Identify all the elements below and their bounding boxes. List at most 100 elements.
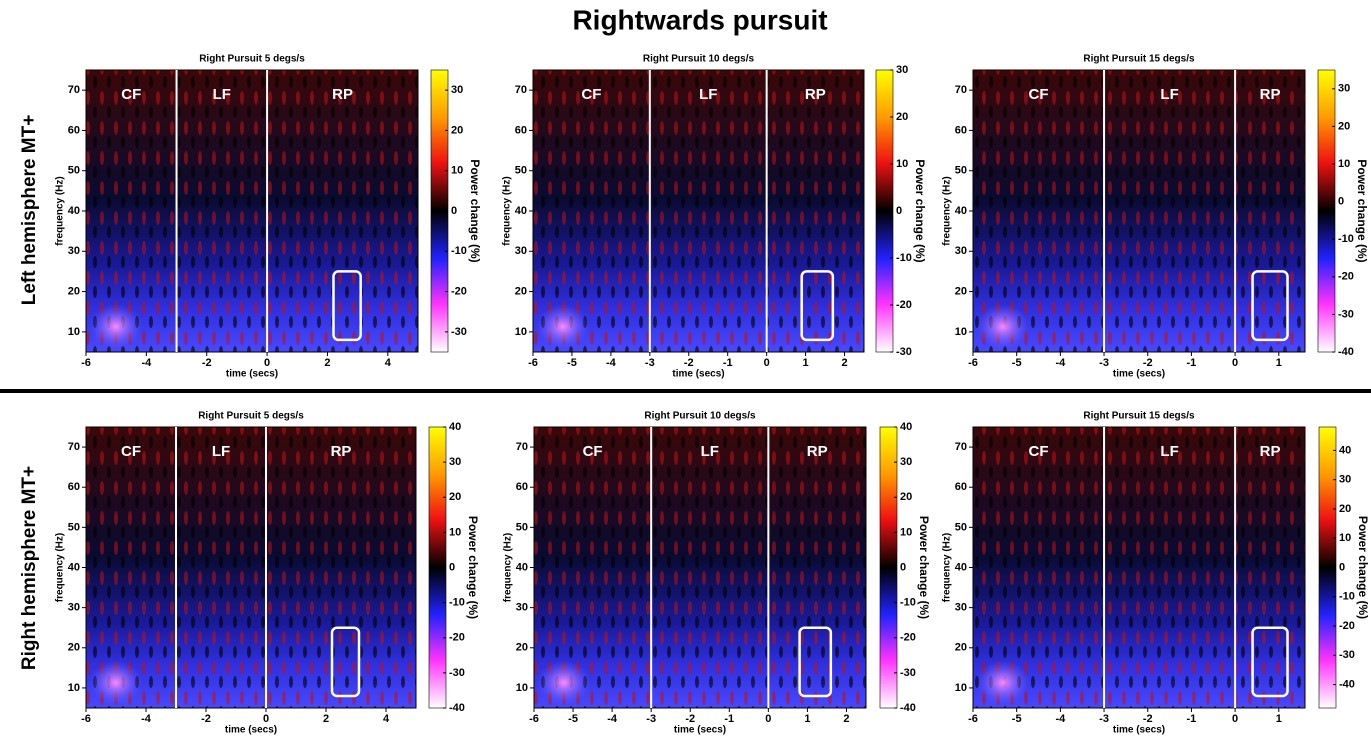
colorbar-tick-label: -40 <box>449 702 465 714</box>
y-tick-label: 30 <box>955 602 967 614</box>
colorbar-tick-label: -40 <box>900 702 916 714</box>
x-tick-label: -2 <box>201 713 211 725</box>
epoch-label: CF <box>1029 443 1049 460</box>
x-axis-label: time (secs) <box>674 725 726 736</box>
y-axis-label: frequency (Hz) <box>942 533 953 602</box>
y-tick-label: 40 <box>516 561 528 573</box>
heatmap-texture <box>973 70 1305 352</box>
y-tick-label: 30 <box>516 602 528 614</box>
x-axis-label: time (secs) <box>226 369 278 380</box>
colorbar-tick-label: -40 <box>1338 346 1354 358</box>
epoch-label: RP <box>331 443 352 460</box>
x-tick-label: -2 <box>685 713 695 725</box>
colorbar-tick-label: 20 <box>449 491 461 503</box>
panel-title: Right Pursuit 10 degs/s <box>644 411 756 422</box>
heatmap-hotspot <box>976 304 1030 350</box>
colorbar-tick-label: -20 <box>900 632 916 644</box>
epoch-label: RP <box>807 443 828 460</box>
colorbar-tick-label: 20 <box>1338 120 1350 132</box>
colorbar-label: Power change (%) <box>913 159 927 262</box>
heatmap-hotspot <box>89 304 143 350</box>
colorbar-tick-label: -30 <box>900 667 916 679</box>
epoch-label: LF <box>1160 443 1178 460</box>
colorbar-tick-label: -10 <box>896 252 912 264</box>
colorbar-tick-label: -10 <box>451 245 467 257</box>
figure-title: Rightwards pursuit <box>572 4 827 35</box>
colorbar-tick-label: -10 <box>900 597 916 609</box>
x-tick-label: 1 <box>804 713 810 725</box>
y-tick-label: 60 <box>516 481 528 493</box>
colorbar-tick-label: 20 <box>1339 503 1351 515</box>
y-tick-label: 20 <box>515 285 527 297</box>
colorbar-tick-label: -30 <box>449 667 465 679</box>
x-tick-label: -6 <box>529 713 539 725</box>
epoch-label: CF <box>121 443 141 460</box>
x-tick-label: -1 <box>1187 357 1197 369</box>
y-tick-label: 10 <box>516 682 528 694</box>
highlight-box <box>800 270 835 342</box>
y-tick-label: 10 <box>515 326 527 338</box>
colorbar-tick-label: -20 <box>451 285 467 297</box>
y-tick-label: 70 <box>955 84 967 96</box>
y-tick-label: 70 <box>516 441 528 453</box>
x-tick-label: -1 <box>1187 713 1197 725</box>
epoch-label: CF <box>581 86 601 103</box>
y-tick-label: 50 <box>516 521 528 533</box>
y-tick-label: 60 <box>68 124 80 136</box>
x-tick-label: 1 <box>803 357 809 369</box>
heatmap-texture <box>973 427 1305 708</box>
colorbar-tick-label: -20 <box>896 299 912 311</box>
x-tick-label: -3 <box>646 713 656 725</box>
epoch-label: LF <box>701 443 719 460</box>
x-tick-label: -3 <box>1099 713 1109 725</box>
colorbar-tick-label: 10 <box>1339 532 1351 544</box>
panel-title: Right Pursuit 5 degs/s <box>199 54 305 65</box>
epoch-label: CF <box>1029 86 1049 103</box>
colorbar-tick-label: 0 <box>449 561 455 573</box>
y-tick-label: 20 <box>68 642 80 654</box>
heatmap-texture <box>86 427 416 708</box>
colorbar-tick-label: -10 <box>1339 591 1355 603</box>
colorbar-label: Power change (%) <box>1355 159 1369 262</box>
y-tick-label: 10 <box>955 326 967 338</box>
x-tick-label: 2 <box>324 357 330 369</box>
colorbar-tick-label: -20 <box>449 632 465 644</box>
x-tick-label: -1 <box>723 357 733 369</box>
colorbar-tick-label: 10 <box>449 526 461 538</box>
x-tick-label: 0 <box>764 357 770 369</box>
x-tick-label: -3 <box>1099 357 1109 369</box>
x-tick-label: -5 <box>567 357 577 369</box>
x-tick-label: 1 <box>1276 357 1282 369</box>
heatmap-texture <box>534 427 866 708</box>
x-tick-label: 2 <box>841 357 847 369</box>
x-tick-label: -2 <box>1143 357 1153 369</box>
y-tick-label: 60 <box>955 481 967 493</box>
colorbar-tick-label: -30 <box>1339 649 1355 661</box>
epoch-label: CF <box>583 443 603 460</box>
y-tick-label: 30 <box>515 245 527 257</box>
colorbar-tick-label: 30 <box>896 64 908 76</box>
colorbar-tick-label: -20 <box>1339 620 1355 632</box>
y-tick-label: 20 <box>955 642 967 654</box>
y-axis-label: frequency (Hz) <box>55 176 66 245</box>
x-axis-label: time (secs) <box>1113 369 1165 380</box>
y-tick-label: 40 <box>68 561 80 573</box>
colorbar-label: Power change (%) <box>1356 516 1370 619</box>
x-tick-label: -3 <box>645 357 655 369</box>
y-tick-label: 10 <box>68 682 80 694</box>
row-label: Right hemisphere MT+ <box>19 466 40 670</box>
x-axis-label: time (secs) <box>672 369 724 380</box>
x-tick-label: -5 <box>1012 713 1022 725</box>
y-tick-label: 20 <box>516 642 528 654</box>
x-tick-label: -6 <box>81 713 91 725</box>
highlight-box <box>330 626 361 698</box>
panel-title: Right Pursuit 10 degs/s <box>643 54 755 65</box>
x-axis-label: time (secs) <box>1113 725 1165 736</box>
x-axis-label: time (secs) <box>225 725 277 736</box>
panel-title: Right Pursuit 5 degs/s <box>198 411 304 422</box>
colorbar-tick-label: -10 <box>1338 233 1354 245</box>
colorbar-tick-label: 0 <box>1338 196 1344 208</box>
panel-title: Right Pursuit 15 degs/s <box>1083 54 1195 65</box>
x-tick-label: -6 <box>528 357 538 369</box>
y-tick-label: 50 <box>955 521 967 533</box>
